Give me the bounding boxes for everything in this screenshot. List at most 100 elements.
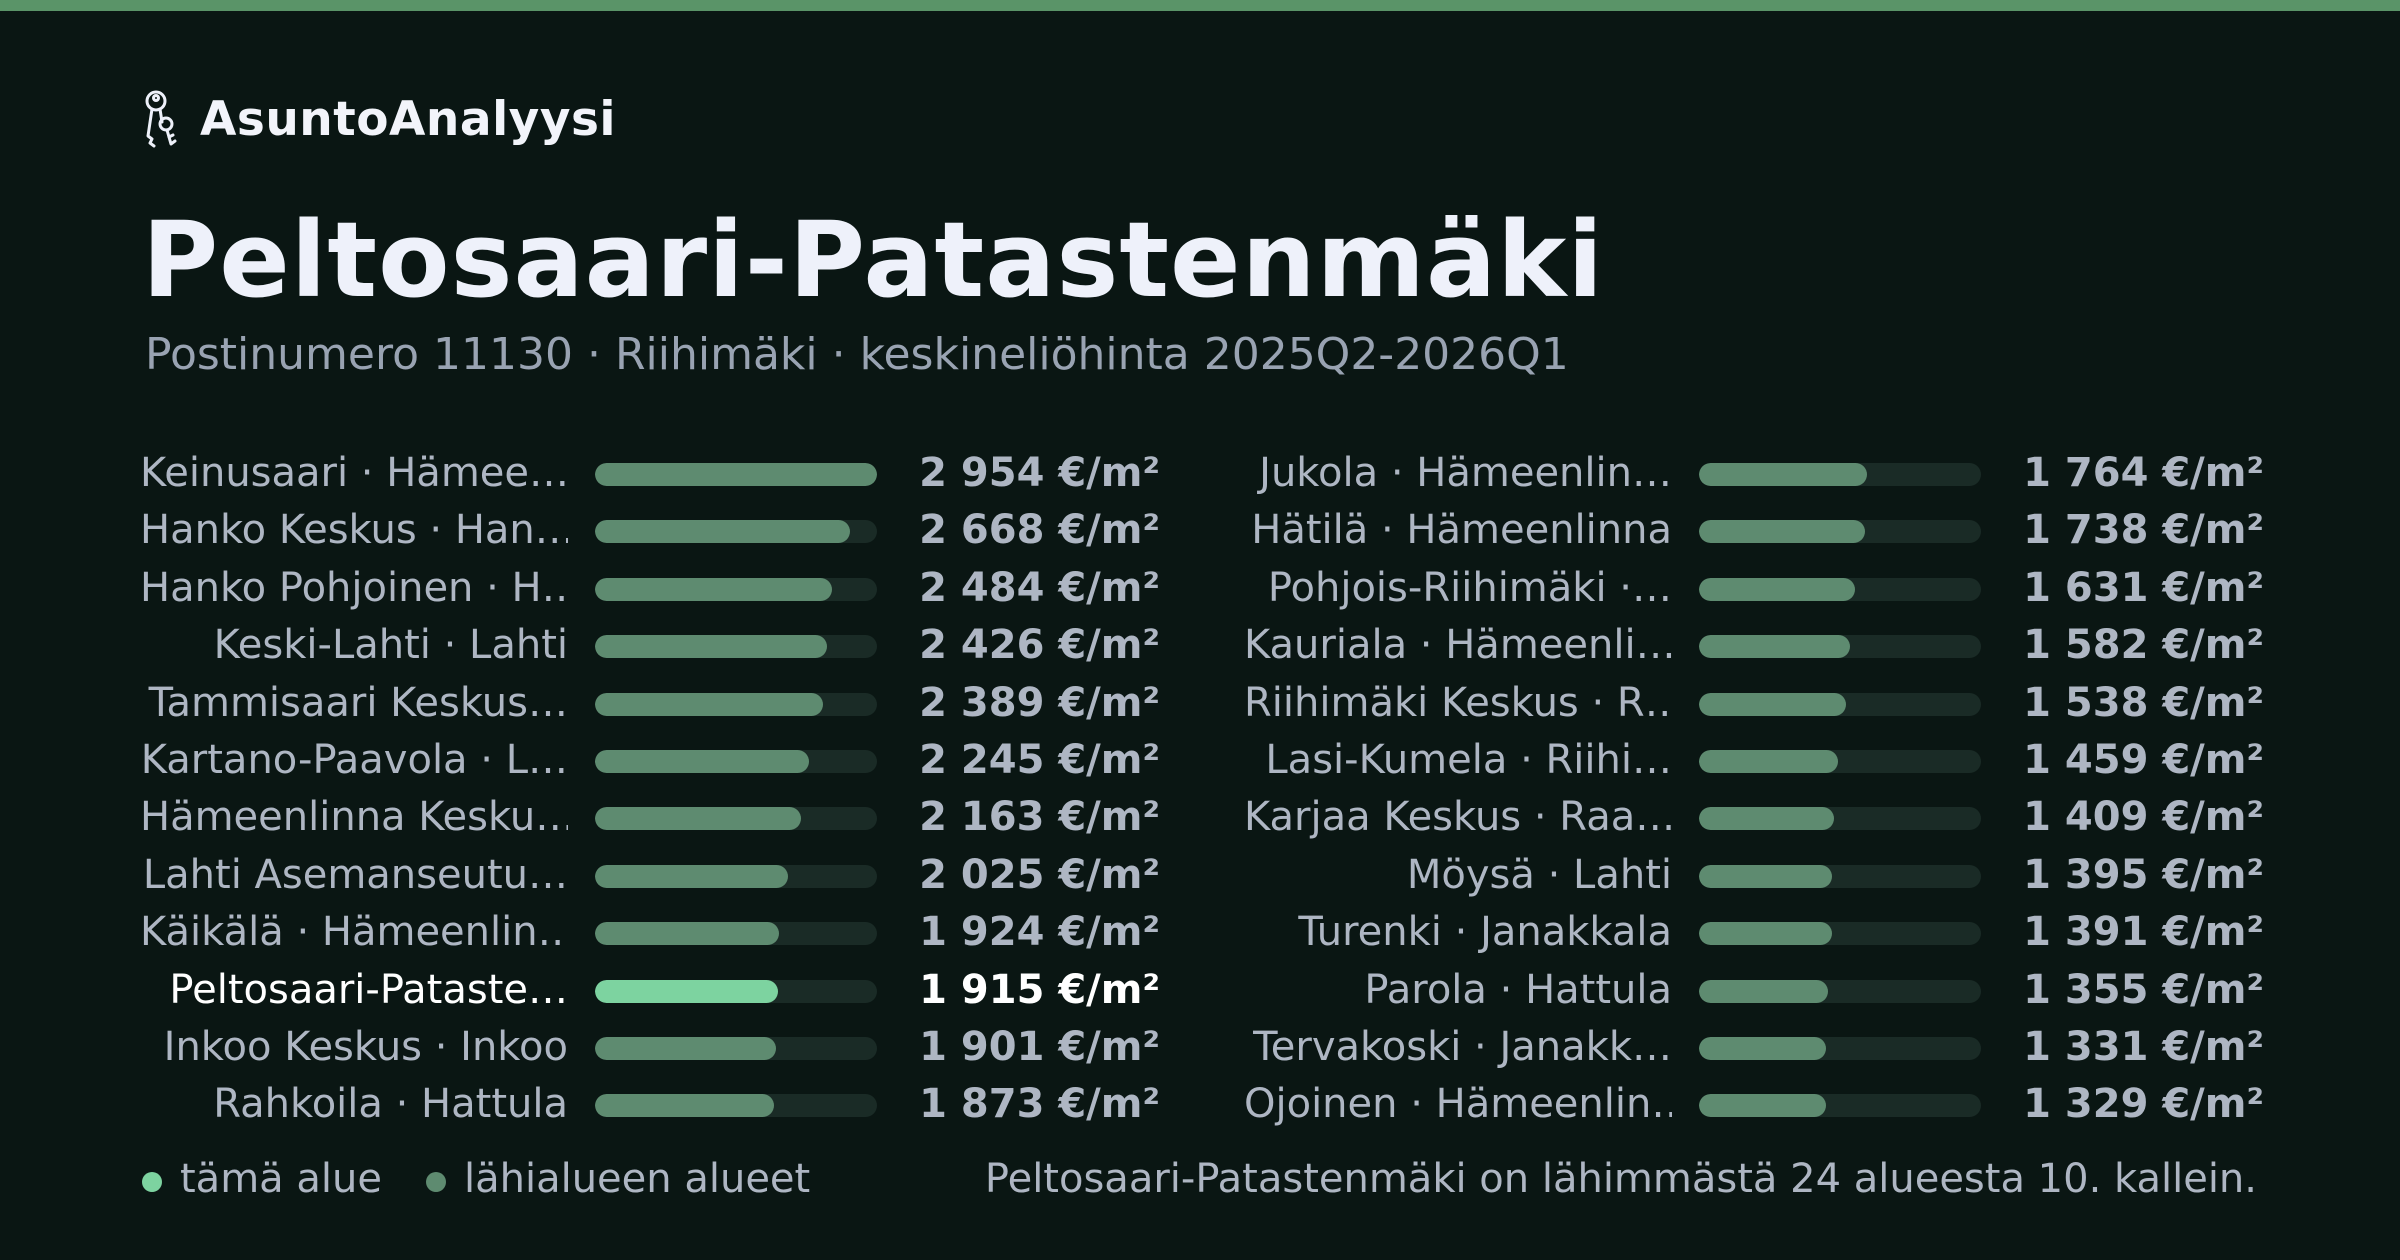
chart-row-current: Peltosaari-Pataste… 1 915 €/m² <box>140 962 1160 1019</box>
bar-track <box>595 922 877 946</box>
bar <box>1699 807 1834 831</box>
bar-label: Parola · Hattula <box>1364 966 1672 1013</box>
bar-value-label: 1 538 €/m² <box>2023 679 2264 726</box>
bar-track <box>595 577 877 601</box>
bar-label: Kauriala · Hämeenli… <box>1244 622 1672 669</box>
bar-label: Lahti Asemanseutu… <box>142 851 568 898</box>
bar <box>595 922 779 946</box>
bar-label: Ojoinen · Hämeenlin… <box>1244 1081 1672 1128</box>
bar <box>1699 577 1855 601</box>
chart-row: Hätilä · Hämeenlinna 1 738 €/m² <box>1244 502 2264 559</box>
bar <box>595 807 802 831</box>
bar-label: Hätilä · Hämeenlinna <box>1251 507 1672 554</box>
bar-value-label: 2 484 €/m² <box>919 564 1160 611</box>
bar-label: Hämeenlinna Kesku… <box>140 794 568 841</box>
bar-value-label: 1 459 €/m² <box>2023 736 2264 783</box>
bar-track <box>1699 463 1981 486</box>
chart-row: Turenki · Janakkala 1 391 €/m² <box>1244 904 2264 961</box>
page-title: Peltosaari-Patastenmäki <box>142 199 1604 321</box>
bar <box>595 520 850 544</box>
chart-row: Parola · Hattula 1 355 €/m² <box>1244 962 2264 1019</box>
bar-value-label: 1 915 €/m² <box>919 966 1160 1013</box>
bar-value-label: 1 738 €/m² <box>2023 507 2264 554</box>
bar-label: Karjaa Keskus · Raa… <box>1244 794 1672 841</box>
chart-row: Möysä · Lahti 1 395 €/m² <box>1244 847 2264 904</box>
bar-label: Keinusaari · Hämee… <box>140 450 568 496</box>
bar <box>1699 635 1851 659</box>
chart-row: Rahkoila · Hattula 1 873 €/m² <box>140 1076 1160 1133</box>
bar-label: Turenki · Janakkala <box>1298 909 1672 956</box>
legend-dot-neighbors <box>425 1172 446 1192</box>
bar-value-label: 2 954 €/m² <box>919 450 1160 496</box>
bar-value-label: 1 409 €/m² <box>2023 794 2264 841</box>
bar-value-label: 1 764 €/m² <box>2023 450 2264 496</box>
chart-row: Hanko Keskus · Han… 2 668 €/m² <box>140 502 1160 559</box>
bar-label: Lasi-Kumela · Riihi… <box>1265 736 1672 783</box>
chart-row: Jukola · Hämeenlin… 1 764 €/m² <box>1244 445 2264 502</box>
chart-row: Lahti Asemanseutu… 2 025 €/m² <box>140 847 1160 904</box>
bar-track <box>595 749 877 773</box>
top-accent-bar <box>0 0 2400 11</box>
bar-track <box>1699 1094 1981 1118</box>
bar-value-label: 2 025 €/m² <box>919 851 1160 898</box>
bar-track <box>1699 749 1981 773</box>
chart-row: Pohjois-Riihimäki ·… 1 631 €/m² <box>1244 560 2264 617</box>
bar-track <box>1699 635 1981 659</box>
bar-track <box>1699 979 1981 1003</box>
bar-value-label: 1 582 €/m² <box>2023 622 2264 669</box>
chart-row: Hämeenlinna Kesku… 2 163 €/m² <box>140 789 1160 846</box>
bar-track <box>595 692 877 716</box>
bar-label: Tammisaari Keskus… <box>148 679 568 726</box>
bar-track <box>595 864 877 888</box>
ranking-footnote: Peltosaari-Patastenmäki on lähimmästä 24… <box>984 1156 2257 1202</box>
bar-label: Rahkoila · Hattula <box>213 1081 568 1128</box>
bar-label: Peltosaari-Pataste… <box>169 966 568 1013</box>
bar <box>595 864 789 888</box>
bar-value-label: 2 245 €/m² <box>919 736 1160 783</box>
chart-row: Tammisaari Keskus… 2 389 €/m² <box>140 675 1160 732</box>
bar <box>1699 1094 1826 1118</box>
chart-row: Inkoo Keskus · Inkoo 1 901 €/m² <box>140 1019 1160 1076</box>
chart-row: Keski-Lahti · Lahti 2 426 €/m² <box>140 617 1160 674</box>
bar-track <box>1699 922 1981 946</box>
bar-current <box>595 979 778 1003</box>
legend-item-current: tämä alue <box>142 1156 382 1202</box>
bar-value-label: 1 924 €/m² <box>919 909 1160 956</box>
bar-track <box>1699 864 1981 888</box>
chart-row: Karjaa Keskus · Raa… 1 409 €/m² <box>1244 789 2264 846</box>
bar <box>595 692 824 716</box>
bar-label: Hanko Pohjoinen · H… <box>140 564 568 611</box>
chart-row: Lasi-Kumela · Riihi… 1 459 €/m² <box>1244 732 2264 789</box>
bar-track <box>1699 807 1981 831</box>
bar <box>1699 749 1839 773</box>
bar-track <box>595 807 877 831</box>
bar-value-label: 2 426 €/m² <box>919 622 1160 669</box>
bar <box>1699 463 1868 486</box>
bar-label: Käikälä · Hämeenlin… <box>140 909 568 956</box>
bar <box>1699 520 1865 544</box>
bar-label: Pohjois-Riihimäki ·… <box>1267 564 1672 611</box>
bar-value-label: 2 389 €/m² <box>919 679 1160 726</box>
legend-label-current: tämä alue <box>180 1156 382 1202</box>
bar <box>1699 692 1846 716</box>
bar-track <box>595 635 877 659</box>
chart-row: Tervakoski · Janakk… 1 331 €/m² <box>1244 1019 2264 1076</box>
legend-dot-current <box>142 1172 162 1192</box>
bar <box>595 635 827 659</box>
chart-right-column: Jukola · Hämeenlin… 1 764 €/m² Hätilä · Hä… <box>1244 445 2264 1134</box>
chart-row: Riihimäki Keskus · R… 1 538 €/m² <box>1244 675 2264 732</box>
bar <box>1699 979 1829 1003</box>
bar <box>1699 922 1832 946</box>
bar <box>595 1036 777 1060</box>
bar-value-label: 1 631 €/m² <box>2023 564 2264 611</box>
bar-label: Keski-Lahti · Lahti <box>213 622 568 669</box>
bar-track <box>595 1036 877 1060</box>
bar-label: Hanko Keskus · Han… <box>140 507 568 554</box>
brand: AsuntoAnalyysi <box>140 88 616 150</box>
bar-track <box>1699 520 1981 544</box>
bar-track <box>595 520 877 544</box>
bar-value-label: 2 163 €/m² <box>919 794 1160 841</box>
bar-track <box>1699 1036 1981 1060</box>
bar-value-label: 1 355 €/m² <box>2023 966 2264 1013</box>
bar-track <box>595 1094 877 1118</box>
